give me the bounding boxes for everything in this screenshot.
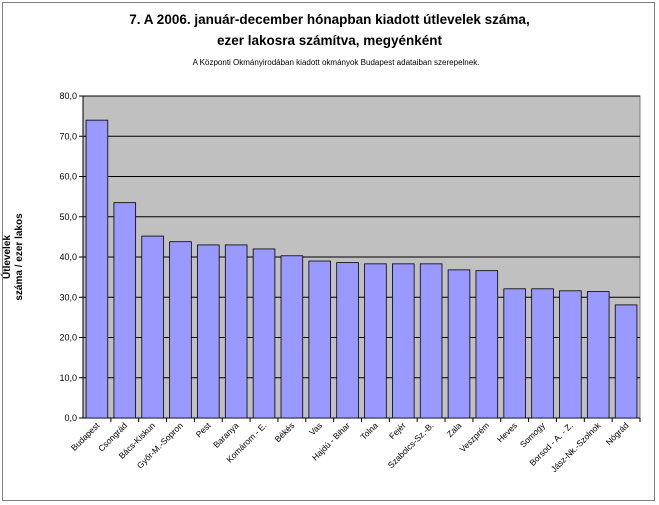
- y-tick-label: 80,0: [59, 91, 77, 101]
- y-tick-label: 10,0: [59, 373, 77, 383]
- y-tick-label: 30,0: [59, 292, 77, 302]
- x-tick-label: Békés: [273, 420, 297, 444]
- bar: [336, 262, 359, 419]
- bar: [197, 244, 220, 419]
- bar: [169, 241, 192, 419]
- x-tick-label: Tolna: [358, 420, 380, 442]
- y-tick-label: 40,0: [59, 252, 77, 262]
- x-tick-label: Vas: [307, 420, 324, 437]
- bar: [141, 235, 164, 419]
- bar: [447, 269, 471, 419]
- bar: [85, 119, 109, 419]
- y-tick-label: 60,0: [59, 172, 77, 182]
- x-tick-label: Nógrád: [604, 420, 631, 447]
- x-tick-label: Fejér: [387, 420, 408, 441]
- chart-title-line2: ezer lakosra számítva, megyénként: [216, 33, 443, 48]
- chart-subtitle: A Központi Okmányirodában kiadott okmány…: [192, 58, 480, 67]
- y-tick-label: 20,0: [59, 333, 77, 343]
- bar: [308, 260, 331, 419]
- x-tick-label: Veszprém: [457, 420, 491, 454]
- bar: [392, 263, 415, 419]
- x-tick-label: Zala: [445, 420, 464, 439]
- bar: [280, 255, 304, 419]
- x-tick-label: Heves: [495, 420, 519, 444]
- y-tick-label: 70,0: [59, 131, 77, 141]
- bar: [364, 263, 387, 419]
- x-tick-label: Jász-Nk.-Szolnok: [549, 420, 603, 474]
- bar: [614, 304, 638, 419]
- bar: [531, 288, 554, 419]
- chart-title: 7. A 2006. január-december hónapban kiad…: [129, 12, 530, 27]
- bar: [252, 248, 276, 419]
- bar: [559, 290, 582, 419]
- bar: [475, 270, 499, 419]
- bar: [586, 291, 610, 419]
- bar: [113, 202, 137, 419]
- bar: [224, 244, 248, 419]
- y-tick-label: 0,0: [64, 413, 77, 423]
- bar: [503, 288, 526, 419]
- bar: [419, 263, 443, 419]
- y-tick-label: 50,0: [59, 212, 77, 222]
- x-tick-label: Pest: [194, 420, 214, 440]
